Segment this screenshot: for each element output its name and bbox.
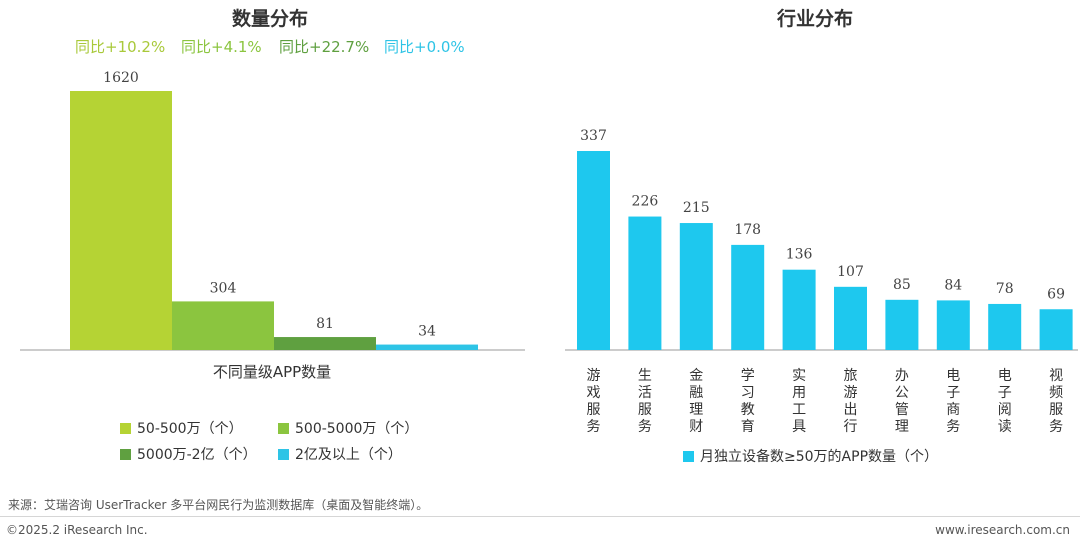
data-label: 84 — [944, 277, 962, 293]
legend-item-5000w-2yi: 5000万-2亿（个） — [120, 444, 257, 464]
legend-label: 月独立设备数≥50万的APP数量（个） — [700, 449, 939, 465]
bar — [70, 91, 172, 350]
legend-item-50-500: 50-500万（个） — [120, 418, 243, 438]
bar — [885, 299, 919, 350]
left-chart-title: 数量分布 — [231, 8, 308, 30]
right-chart-title: 行业分布 — [776, 8, 853, 30]
data-label: 1620 — [103, 70, 139, 86]
bar — [679, 223, 713, 350]
data-label: 34 — [418, 324, 436, 340]
legend-label: 500-5000万（个） — [295, 421, 419, 437]
bar — [731, 244, 765, 350]
legend-label: 5000万-2亿（个） — [137, 447, 257, 463]
category-label: 旅游出行 — [844, 368, 858, 435]
legend-swatch — [120, 448, 131, 460]
legend-swatch — [120, 422, 131, 434]
data-label: 69 — [1047, 286, 1065, 302]
yoy-label: 同比+10.2% — [75, 38, 166, 56]
bar — [172, 301, 274, 350]
legend-label: 50-500万（个） — [137, 421, 243, 437]
left-plot-area: 1620 304 81 34 不同量级APP数量 — [20, 70, 525, 381]
data-label: 226 — [632, 194, 659, 210]
bar — [988, 303, 1022, 350]
bar — [834, 286, 867, 350]
yoy-label: 同比+0.0% — [384, 38, 465, 56]
data-label: 136 — [786, 247, 813, 263]
data-label: 337 — [580, 128, 607, 144]
legend-label: 2亿及以上（个） — [295, 447, 402, 463]
copyright-text: ©2025.2 iResearch Inc. — [6, 523, 148, 537]
legend-item-industry: 月独立设备数≥50万的APP数量（个） — [683, 446, 938, 466]
footer-divider — [0, 516, 1080, 517]
legend-swatch — [683, 450, 694, 462]
data-label: 85 — [893, 277, 911, 293]
source-note: 来源：艾瑞咨询 UserTracker 多平台网民行为监测数据库（桌面及智能终端… — [8, 498, 429, 512]
category-label: 生活服务 — [638, 368, 652, 435]
legend-item-2yi-plus: 2亿及以上（个） — [278, 444, 402, 464]
legend-swatch — [278, 448, 289, 460]
data-label: 304 — [210, 280, 237, 296]
data-label: 178 — [734, 222, 761, 238]
legend-swatch — [278, 422, 289, 434]
yoy-label: 同比+22.7% — [279, 38, 370, 56]
category-label: 游戏服务 — [587, 368, 601, 435]
data-label: 81 — [316, 316, 334, 332]
legend-item-500-5000: 500-5000万（个） — [278, 418, 418, 438]
data-label: 215 — [683, 200, 710, 216]
bar — [936, 300, 970, 350]
category-label: 金融理财 — [689, 368, 703, 435]
category-label: 实用工具 — [792, 368, 806, 435]
right-plot-area: 337 游戏服务 226 生活服务 215 金融理财 178 学习教育 136 实用工具 107 旅游… — [565, 128, 1078, 435]
category-label: 电子阅读 — [998, 368, 1012, 435]
bar — [274, 337, 376, 350]
bar — [1039, 309, 1073, 350]
category-label: 学习教育 — [741, 368, 755, 435]
website-text: www.iresearch.com.cn — [935, 523, 1070, 537]
category-label: 电子商务 — [946, 368, 960, 435]
bar — [628, 216, 662, 350]
category-label: 视频服务 — [1049, 368, 1063, 435]
data-label: 78 — [996, 281, 1014, 297]
yoy-label: 同比+4.1% — [181, 38, 262, 56]
bar — [577, 151, 610, 350]
x-axis-title: 不同量级APP数量 — [213, 363, 331, 381]
bar — [782, 269, 816, 350]
data-label: 107 — [837, 264, 864, 280]
bar — [376, 344, 478, 350]
category-label: 办公管理 — [895, 368, 909, 435]
